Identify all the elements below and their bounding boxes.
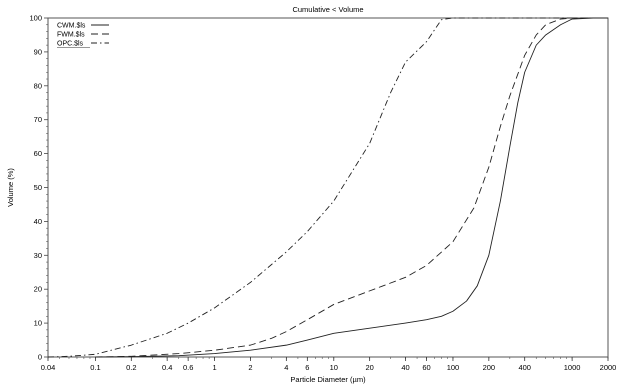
y-tick-label: 40 <box>34 217 42 226</box>
y-tick-label: 10 <box>34 319 42 328</box>
legend-label: CWM.$ls <box>57 23 86 30</box>
x-tick-label: 0.4 <box>162 363 172 372</box>
y-tick-label: 0 <box>38 353 42 362</box>
series-line-fwm-ls <box>95 17 608 358</box>
x-axis-ticks: 0.04 0.1 0.2 0.4 0.6 1 2 4 6 10 20 40 60 100 200 400 100… <box>41 357 617 372</box>
x-tick-label: 0.6 <box>183 363 193 372</box>
legend-label: OPC.$ls <box>57 41 84 48</box>
y-axis-title: Volume (%) <box>6 168 15 207</box>
x-tick-label: 10 <box>330 363 338 372</box>
x-tick-label: 1 <box>213 363 217 372</box>
x-axis-title: Particle Diameter (µm) <box>290 375 366 384</box>
y-tick-label: 100 <box>29 14 42 23</box>
x-tick-label: 0.04 <box>41 363 56 372</box>
x-tick-label: 100 <box>447 363 460 372</box>
y-tick-label: 70 <box>34 115 42 124</box>
x-tick-label: 0.1 <box>90 363 100 372</box>
x-tick-label: 2 <box>248 363 252 372</box>
y-tick-label: 60 <box>34 149 42 158</box>
series-line-opc-ls <box>47 17 608 358</box>
x-tick-label: 200 <box>483 363 496 372</box>
y-tick-label: 20 <box>34 285 42 294</box>
x-tick-label: 0.2 <box>126 363 136 372</box>
x-tick-label: 1000 <box>564 363 581 372</box>
x-tick-label: 2000 <box>600 363 617 372</box>
x-tick-label: 6 <box>305 363 309 372</box>
plot-frame <box>47 17 609 358</box>
x-tick-label: 4 <box>284 363 288 372</box>
x-tick-label: 400 <box>518 363 531 372</box>
y-tick-label: 90 <box>34 47 42 56</box>
chart-title: Cumulative < Volume <box>292 5 363 14</box>
y-axis-ticks: 0 10 20 30 40 50 60 70 80 90 100 <box>29 14 48 362</box>
y-tick-label: 30 <box>34 251 42 260</box>
x-tick-label: 40 <box>401 363 409 372</box>
legend: CWM.$ls FWM.$ls OPC.$ls <box>57 23 109 48</box>
legend-label: FWM.$ls <box>57 32 85 39</box>
series-lines <box>47 17 608 358</box>
plot-area-border <box>47 17 609 358</box>
y-tick-label: 80 <box>34 81 42 90</box>
x-tick-label: 20 <box>365 363 373 372</box>
y-tick-label: 50 <box>34 183 42 192</box>
series-line-cwm-ls <box>95 17 608 358</box>
x-tick-label: 60 <box>422 363 430 372</box>
